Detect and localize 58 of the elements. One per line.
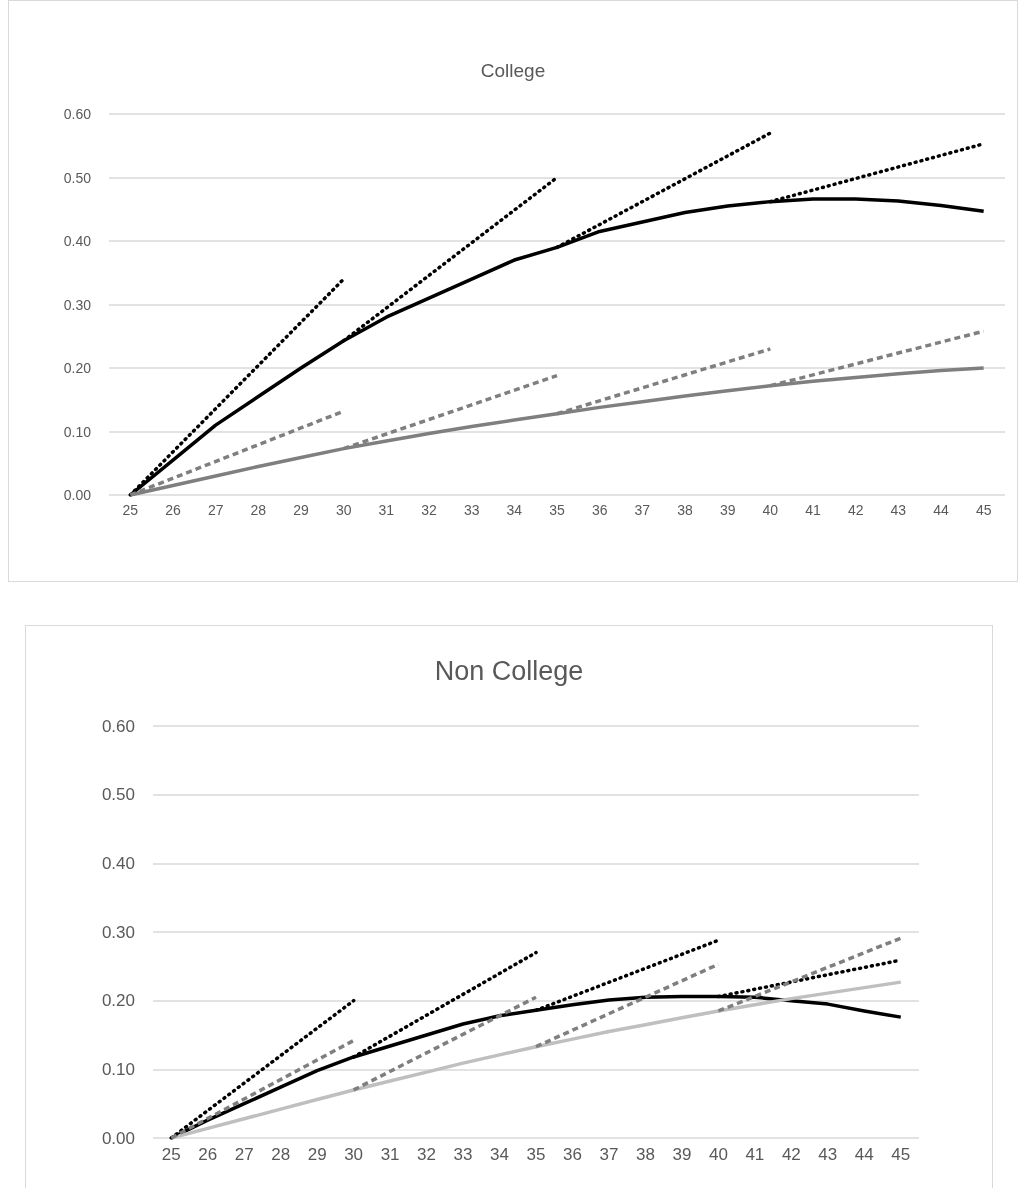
y-tick-label: 0.00 xyxy=(101,1128,135,1148)
x-tick-label: 39 xyxy=(719,502,736,518)
x-tick-label: 42 xyxy=(847,502,864,518)
y-tick-label: 0.30 xyxy=(63,296,92,313)
y-tick-label: 0.50 xyxy=(101,785,135,805)
x-tick-label: 27 xyxy=(234,1145,254,1164)
x-tick-label: 33 xyxy=(463,502,480,518)
x-tick-label: 44 xyxy=(933,502,949,518)
y-tick-label: 0.20 xyxy=(63,360,92,376)
x-tick-label: 39 xyxy=(672,1145,692,1164)
y-tick-label: 0.40 xyxy=(63,233,92,249)
x-tick-label: 29 xyxy=(293,502,309,518)
y-tick-label: 0.50 xyxy=(63,169,92,186)
y-tick-label: 0.10 xyxy=(63,423,92,440)
x-tick-label: 29 xyxy=(307,1145,327,1164)
x-tick-label: 27 xyxy=(207,502,224,518)
x-tick-label: 32 xyxy=(421,502,437,518)
x-tick-label: 35 xyxy=(549,502,565,518)
x-tick-label: 40 xyxy=(708,1145,728,1164)
x-tick-label: 26 xyxy=(165,502,181,518)
x-tick-label: 45 xyxy=(891,1145,911,1164)
x-tick-label: 31 xyxy=(380,1145,400,1164)
x-tick-label: 38 xyxy=(635,1145,655,1164)
x-tick-label: 43 xyxy=(818,1145,838,1164)
x-tick-label: 31 xyxy=(378,502,395,518)
x-tick-label: 35 xyxy=(526,1145,546,1164)
y-tick-label: 0.60 xyxy=(63,106,92,122)
x-tick-label: 42 xyxy=(781,1145,801,1164)
y-tick-label: 0.30 xyxy=(101,922,135,942)
x-tick-label: 33 xyxy=(453,1145,473,1164)
x-tick-label: 37 xyxy=(634,502,651,518)
x-tick-label: 43 xyxy=(890,502,907,518)
x-tick-label: 34 xyxy=(506,502,523,518)
x-tick-label: 26 xyxy=(198,1145,218,1164)
x-tick-label: 44 xyxy=(854,1145,874,1164)
x-tick-label: 41 xyxy=(805,502,821,518)
x-tick-label: 25 xyxy=(161,1145,181,1164)
x-tick-label: 38 xyxy=(677,502,693,518)
x-tick-label: 30 xyxy=(335,502,352,518)
y-tick-label: 0.00 xyxy=(63,487,92,503)
x-tick-label: 36 xyxy=(591,502,608,518)
y-tick-label: 0.20 xyxy=(101,991,135,1011)
x-tick-label: 41 xyxy=(745,1145,765,1164)
x-tick-label: 45 xyxy=(975,502,992,518)
y-tick-label: 0.40 xyxy=(101,853,135,873)
x-tick-label: 32 xyxy=(417,1145,437,1164)
x-tick-label: 34 xyxy=(490,1145,509,1164)
chart-title: College xyxy=(480,60,546,81)
x-tick-label: 28 xyxy=(250,502,267,518)
y-tick-label: 0.10 xyxy=(101,1059,135,1079)
chart-title: Non College xyxy=(434,655,584,686)
x-tick-label: 28 xyxy=(271,1145,291,1164)
x-tick-label: 36 xyxy=(563,1145,582,1164)
x-tick-label: 30 xyxy=(344,1145,364,1164)
x-tick-label: 37 xyxy=(599,1145,619,1164)
x-tick-label: 25 xyxy=(122,502,139,518)
y-tick-label: 0.60 xyxy=(101,716,135,736)
x-tick-label: 40 xyxy=(762,502,779,518)
